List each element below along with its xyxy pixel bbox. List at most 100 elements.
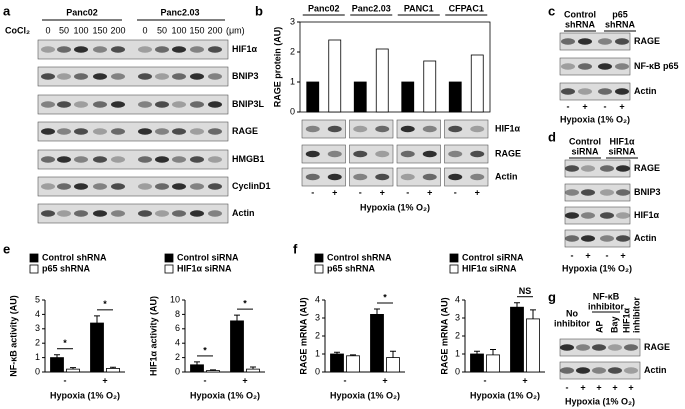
blot-band (400, 150, 415, 158)
lane-label: 100 (171, 25, 186, 35)
error-bar (490, 349, 496, 355)
group-label: HIF1α (609, 136, 635, 146)
blot-band (74, 128, 88, 135)
blot-band (155, 73, 169, 80)
blot-band (616, 235, 630, 242)
error-bar (250, 366, 256, 370)
blot-band (305, 150, 320, 158)
blot-band (190, 101, 204, 108)
x-label: Hypoxia (1% O₂) (50, 390, 120, 400)
blot-band (608, 344, 622, 351)
y-tick-label: 2 (315, 330, 320, 340)
lane-label: + (475, 187, 480, 197)
blot-band (57, 210, 71, 217)
annotation: * (203, 345, 207, 355)
group-label: Panc2.03 (160, 7, 199, 17)
x-tick-label: + (242, 375, 247, 385)
blot-band (565, 212, 579, 219)
blot-band (172, 128, 186, 135)
blot-band (93, 183, 107, 190)
band-label: RAGE (634, 163, 660, 173)
legend-swatch (164, 253, 174, 263)
lane-label: 200 (110, 25, 125, 35)
bar (206, 370, 220, 373)
blot-band (93, 128, 107, 135)
y-tick-label: 5 (35, 294, 40, 304)
legend-swatch (314, 253, 324, 263)
blot-band (155, 183, 169, 190)
y-tick-label: 0 (175, 366, 180, 376)
blot-band (616, 165, 630, 172)
blot-band (111, 156, 125, 163)
blot-band (375, 150, 390, 158)
lane-label: + (580, 382, 585, 392)
blot-band (565, 235, 579, 242)
blot-band (327, 150, 342, 158)
unit-label: (μm) (226, 25, 245, 35)
band-label: BNIP3 (634, 187, 661, 197)
panel-letter: f (293, 241, 298, 256)
error-bar (94, 315, 100, 324)
blot-band (41, 73, 55, 80)
bar (526, 318, 540, 373)
plot-frame (299, 21, 491, 113)
blot-band (581, 212, 595, 219)
blot-band (111, 183, 125, 190)
blot-band (190, 156, 204, 163)
legend-label: HIF1α siRNA (462, 263, 517, 273)
blot-band (598, 88, 612, 95)
category-label: PANC1 (404, 3, 434, 13)
lane-label: 150 (92, 25, 107, 35)
blot-band (41, 46, 55, 53)
bar (66, 368, 80, 373)
blot-band (578, 88, 592, 95)
error-bar (350, 354, 356, 356)
blot-band (598, 38, 612, 45)
blot-band (190, 46, 204, 53)
group-label: p65 (612, 9, 628, 19)
bar (486, 354, 500, 373)
blot-band (422, 173, 437, 181)
blot-band (208, 46, 222, 53)
blot-band (74, 73, 88, 80)
blot-band (578, 38, 592, 45)
blot-band (138, 128, 152, 135)
x-tick-label: - (344, 375, 347, 385)
blot-band (470, 173, 485, 181)
x-label: Hypoxia (1% O₂) (560, 114, 630, 124)
y-axis-label: RAGE mRNA (AU) (298, 297, 308, 374)
x-label: Hypoxia (1% O₂) (360, 202, 430, 212)
lane-label: - (567, 101, 570, 111)
band-label: CyclinD1 (232, 181, 271, 191)
blot-band (57, 183, 71, 190)
subgroup-label: AP (594, 320, 604, 333)
bar (470, 54, 484, 113)
treatment-label: CoCl₂ (5, 25, 30, 35)
x-tick-label: - (204, 375, 207, 385)
error-bar (210, 369, 216, 371)
band-label: RAGE (495, 148, 521, 158)
group-label: No (566, 308, 578, 318)
bar (106, 367, 120, 373)
blot-band (93, 46, 107, 53)
blot-band (172, 73, 186, 80)
lane-label: 0 (45, 25, 50, 35)
blot-band (111, 46, 125, 53)
y-tick-label: 3 (290, 16, 295, 26)
error-bar (474, 350, 480, 354)
blot-band (375, 125, 390, 133)
y-axis-label: HIF1α activity (AU) (148, 296, 158, 376)
y-tick-label: 4 (35, 309, 40, 319)
legend-swatch (314, 264, 324, 274)
blot-band (600, 165, 614, 172)
x-tick-label: - (484, 375, 487, 385)
category-label: Panc2.03 (352, 3, 391, 13)
group-label: shRNA (565, 19, 596, 29)
legend-swatch (449, 264, 459, 274)
blot-band (624, 367, 638, 374)
blot-band (190, 73, 204, 80)
band-label: RAGE (644, 342, 670, 352)
annotation: * (243, 298, 247, 308)
band-label: BNIP3 (232, 71, 259, 81)
blot-row (349, 144, 394, 164)
